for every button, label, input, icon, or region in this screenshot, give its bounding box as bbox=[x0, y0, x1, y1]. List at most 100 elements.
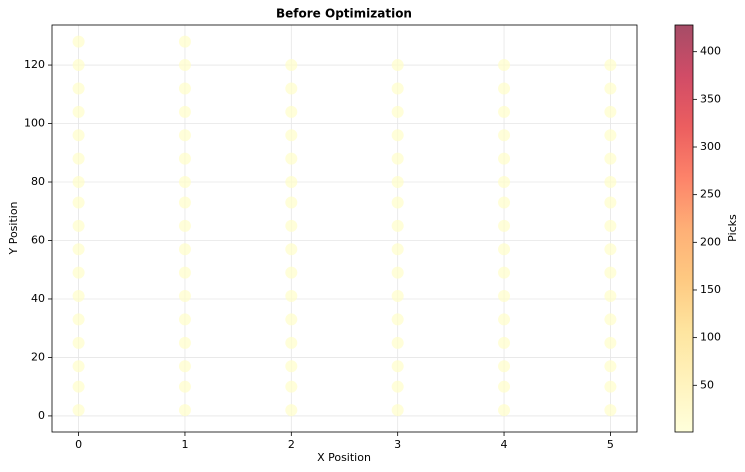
y-tick-label: 120 bbox=[24, 58, 45, 71]
scatter-point bbox=[604, 313, 617, 326]
scatter-point bbox=[391, 336, 404, 349]
colorbar-label: Picks bbox=[726, 214, 739, 242]
scatter-point bbox=[285, 196, 298, 209]
scatter-point bbox=[391, 360, 404, 373]
scatter-point bbox=[391, 290, 404, 303]
scatter-point bbox=[178, 243, 191, 256]
scatter-point bbox=[604, 219, 617, 232]
scatter-point bbox=[178, 176, 191, 189]
x-tick-label: 0 bbox=[75, 438, 82, 451]
scatter-point bbox=[604, 380, 617, 393]
scatter-point bbox=[72, 360, 85, 373]
scatter-point bbox=[178, 59, 191, 72]
colorbar-tick-label: 50 bbox=[700, 378, 714, 391]
scatter-point bbox=[498, 336, 511, 349]
x-tick-label: 4 bbox=[501, 438, 508, 451]
scatter-point bbox=[498, 290, 511, 303]
scatter-point bbox=[178, 360, 191, 373]
scatter-point bbox=[604, 266, 617, 279]
scatter-point bbox=[285, 404, 298, 417]
scatter-point bbox=[72, 380, 85, 393]
scatter-point bbox=[498, 313, 511, 326]
scatter-point bbox=[391, 243, 404, 256]
scatter-point bbox=[285, 360, 298, 373]
scatter-point bbox=[72, 336, 85, 349]
scatter-point bbox=[498, 219, 511, 232]
scatter-point bbox=[498, 59, 511, 72]
scatter-point bbox=[178, 82, 191, 95]
scatter-point bbox=[285, 336, 298, 349]
scatter-point bbox=[391, 313, 404, 326]
scatter-point bbox=[604, 290, 617, 303]
scatter-point bbox=[391, 266, 404, 279]
scatter-point bbox=[178, 105, 191, 118]
scatter-point bbox=[604, 129, 617, 142]
scatter-point bbox=[498, 360, 511, 373]
y-tick-label: 100 bbox=[24, 117, 45, 130]
scatter-point bbox=[391, 404, 404, 417]
scatter-point bbox=[285, 380, 298, 393]
colorbar-frame bbox=[674, 24, 694, 433]
scatter-point bbox=[72, 105, 85, 118]
scatter-point bbox=[391, 380, 404, 393]
scatter-point bbox=[604, 59, 617, 72]
scatter-point bbox=[391, 176, 404, 189]
scatter-point bbox=[498, 129, 511, 142]
y-tick-label: 60 bbox=[31, 233, 45, 246]
scatter-point bbox=[498, 266, 511, 279]
scatter-point bbox=[178, 266, 191, 279]
scatter-point bbox=[178, 313, 191, 326]
scatter-point bbox=[391, 196, 404, 209]
colorbar-tick-label: 150 bbox=[700, 283, 721, 296]
scatter-point bbox=[285, 152, 298, 165]
scatter-point bbox=[72, 243, 85, 256]
scatter-point bbox=[72, 129, 85, 142]
y-tick-label: 40 bbox=[31, 292, 45, 305]
scatter-point bbox=[604, 82, 617, 95]
scatter-point bbox=[285, 219, 298, 232]
scatter-point bbox=[178, 129, 191, 142]
scatter-point bbox=[604, 176, 617, 189]
scatter-point bbox=[178, 380, 191, 393]
scatter-point bbox=[72, 35, 85, 48]
scatter-point bbox=[604, 196, 617, 209]
scatter-point bbox=[178, 404, 191, 417]
y-tick-label: 0 bbox=[38, 409, 45, 422]
scatter-point bbox=[391, 105, 404, 118]
x-tick-label: 2 bbox=[288, 438, 295, 451]
scatter-point bbox=[498, 380, 511, 393]
scatter-point bbox=[391, 129, 404, 142]
scatter-point bbox=[285, 176, 298, 189]
scatter-point bbox=[285, 313, 298, 326]
scatter-point bbox=[604, 105, 617, 118]
y-tick-label: 20 bbox=[31, 350, 45, 363]
scatter-point bbox=[604, 336, 617, 349]
scatter-point bbox=[72, 219, 85, 232]
scatter-point bbox=[498, 196, 511, 209]
scatter-point bbox=[285, 105, 298, 118]
scatter-point bbox=[72, 82, 85, 95]
scatter-point bbox=[285, 129, 298, 142]
scatter-point bbox=[391, 152, 404, 165]
scatter-point bbox=[72, 266, 85, 279]
scatter-point bbox=[498, 404, 511, 417]
scatter-point bbox=[178, 290, 191, 303]
scatter-point bbox=[604, 152, 617, 165]
x-tick-label: 1 bbox=[181, 438, 188, 451]
scatter-point bbox=[285, 82, 298, 95]
scatter-point bbox=[72, 176, 85, 189]
scatter-point bbox=[285, 243, 298, 256]
colorbar bbox=[675, 25, 693, 432]
x-tick-label: 3 bbox=[394, 438, 401, 451]
scatter-point bbox=[178, 196, 191, 209]
scatter-point bbox=[498, 176, 511, 189]
colorbar-tick-label: 250 bbox=[700, 188, 721, 201]
y-tick-label: 80 bbox=[31, 175, 45, 188]
colorbar-tick-label: 400 bbox=[700, 45, 721, 58]
scatter-point bbox=[391, 219, 404, 232]
scatter-point bbox=[498, 105, 511, 118]
scatter-point bbox=[72, 404, 85, 417]
scatter-point bbox=[72, 196, 85, 209]
y-axis-label: Y Position bbox=[7, 201, 20, 255]
